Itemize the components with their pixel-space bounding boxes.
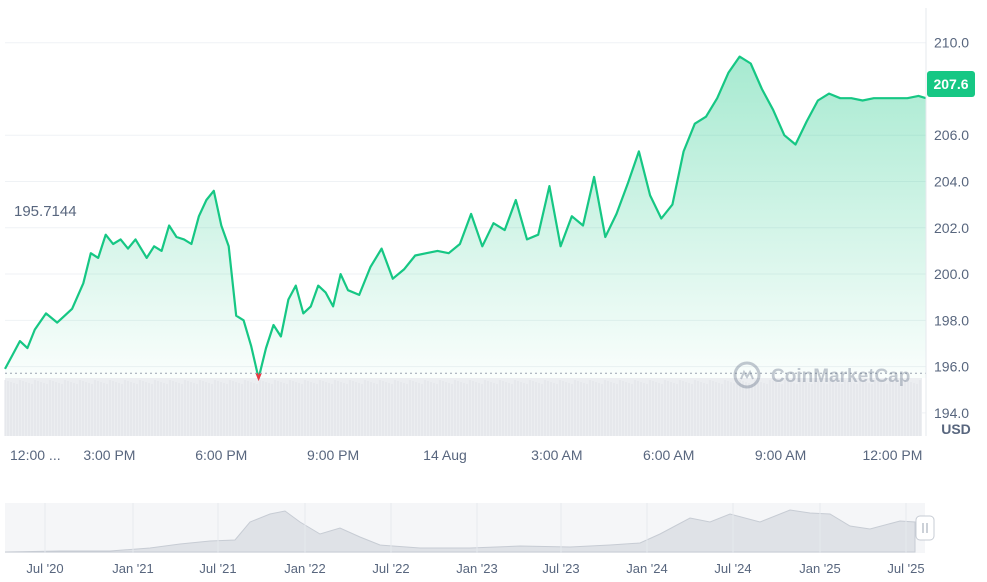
x-tick-label: 9:00 PM	[307, 447, 359, 463]
navigator-label: Jan '21	[112, 561, 154, 576]
x-tick-label: 6:00 PM	[195, 447, 247, 463]
x-tick-label: 14 Aug	[423, 447, 467, 463]
navigator-gridlines	[44, 503, 907, 553]
watermark: CoinMarketCap	[733, 361, 910, 389]
price-area	[5, 56, 926, 379]
x-axis-ticks: 12:00 ... 3:00 PM 6:00 PM 9:00 PM 14 Aug 3:00…	[10, 447, 922, 463]
navigator-handle[interactable]	[915, 515, 935, 541]
y-tick-label: 200.0	[934, 266, 969, 282]
navigator-label: Jan '23	[456, 561, 498, 576]
current-price-badge	[927, 71, 975, 97]
navigator-label: Jan '24	[626, 561, 668, 576]
navigator-label: Jan '25	[799, 561, 841, 576]
x-tick-label: 12:00 ...	[10, 447, 61, 463]
navigator-label: Jul '22	[372, 561, 409, 576]
y-axis-ticks: 194.0 196.0 198.0 200.0 202.0 204.0 206.0 210.0	[934, 35, 969, 421]
x-tick-label: 12:00 PM	[862, 447, 922, 463]
x-tick-label: 3:00 AM	[531, 447, 582, 463]
navigator-label: Jan '22	[284, 561, 326, 576]
y-tick-label: 206.0	[934, 127, 969, 143]
navigator-label: Jul '24	[714, 561, 751, 576]
price-line-below-reference	[255, 372, 262, 382]
y-tick-label: 198.0	[934, 312, 969, 328]
navigator[interactable]: Jul '20 Jan '21 Jul '21 Jan '22 Jul '22 Jan '…	[4, 503, 935, 576]
reference-price-label: 195.7144	[14, 203, 77, 220]
coinmarketcap-logo-icon	[733, 361, 761, 389]
price-line	[4, 55, 927, 380]
volume-bars	[4, 378, 922, 436]
navigator-label: Jul '23	[542, 561, 579, 576]
navigator-labels: Jul '20 Jan '21 Jul '21 Jan '22 Jul '22 Jan '…	[26, 561, 924, 576]
x-tick-label: 3:00 PM	[83, 447, 135, 463]
y-tick-label: 196.0	[934, 359, 969, 375]
currency-label: USD	[941, 421, 971, 437]
current-price-label: 207.6	[933, 76, 968, 92]
y-tick-label: 204.0	[934, 174, 969, 190]
y-tick-label: 210.0	[934, 35, 969, 51]
navigator-area	[4, 509, 916, 553]
navigator-label: Jul '20	[26, 561, 63, 576]
y-tick-label: 202.0	[934, 220, 969, 236]
y-tick-label: 194.0	[934, 405, 969, 421]
x-tick-label: 9:00 AM	[755, 447, 806, 463]
navigator-label: Jul '25	[887, 561, 924, 576]
navigator-label: Jul '21	[199, 561, 236, 576]
x-tick-label: 6:00 AM	[643, 447, 694, 463]
watermark-text: CoinMarketCap	[771, 366, 910, 387]
coinmarketcap-logo-mark	[740, 369, 754, 380]
